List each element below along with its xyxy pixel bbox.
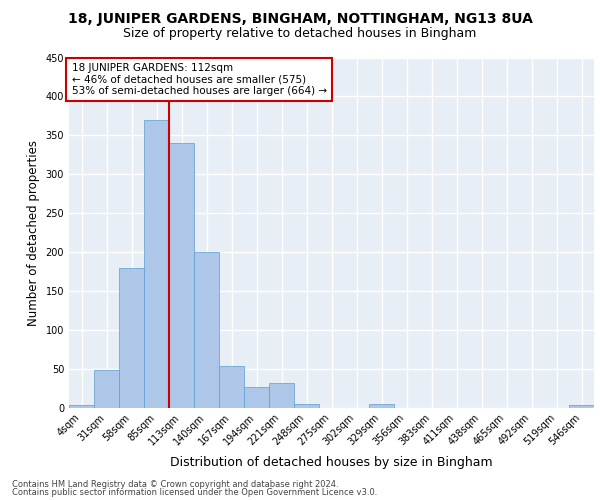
- Bar: [144, 120, 169, 408]
- Bar: [569, 405, 594, 407]
- Text: Contains HM Land Registry data © Crown copyright and database right 2024.: Contains HM Land Registry data © Crown c…: [12, 480, 338, 489]
- Text: Contains public sector information licensed under the Open Government Licence v3: Contains public sector information licen…: [12, 488, 377, 497]
- Bar: [194, 252, 219, 408]
- Bar: [69, 405, 94, 407]
- Bar: [269, 382, 294, 407]
- Bar: [169, 143, 194, 407]
- Bar: [294, 404, 319, 407]
- Bar: [119, 268, 144, 408]
- Bar: [244, 386, 269, 407]
- Text: Size of property relative to detached houses in Bingham: Size of property relative to detached ho…: [124, 28, 476, 40]
- Text: 18, JUNIPER GARDENS, BINGHAM, NOTTINGHAM, NG13 8UA: 18, JUNIPER GARDENS, BINGHAM, NOTTINGHAM…: [68, 12, 532, 26]
- X-axis label: Distribution of detached houses by size in Bingham: Distribution of detached houses by size …: [170, 456, 493, 468]
- Bar: [369, 404, 394, 407]
- Bar: [219, 366, 244, 408]
- Text: 18 JUNIPER GARDENS: 112sqm
← 46% of detached houses are smaller (575)
53% of sem: 18 JUNIPER GARDENS: 112sqm ← 46% of deta…: [71, 62, 327, 96]
- Bar: [94, 370, 119, 408]
- Y-axis label: Number of detached properties: Number of detached properties: [27, 140, 40, 326]
